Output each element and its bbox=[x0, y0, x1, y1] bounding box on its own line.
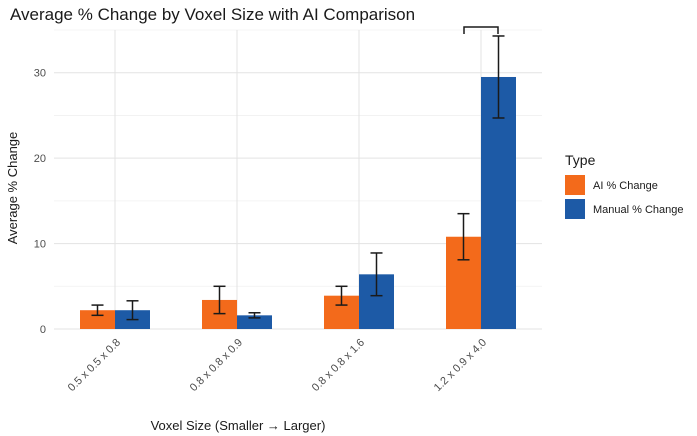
bar-manual-change bbox=[481, 76, 516, 329]
x-axis-title: Voxel Size (Smaller → Larger) bbox=[151, 418, 326, 433]
error-bar bbox=[126, 300, 139, 321]
error-bar bbox=[457, 212, 470, 261]
error-bar bbox=[492, 35, 505, 119]
legend-label: Manual % Change bbox=[593, 204, 684, 216]
legend-title: Type bbox=[565, 152, 596, 168]
annotation-layer bbox=[463, 26, 499, 34]
error-bar bbox=[335, 285, 348, 306]
legend-label: AI % Change bbox=[593, 180, 658, 192]
legend-swatch bbox=[565, 199, 585, 219]
bars bbox=[80, 76, 516, 329]
y-tick-label: 20 bbox=[34, 153, 46, 165]
significance-bracket bbox=[463, 26, 499, 34]
y-tick-label: 0 bbox=[40, 324, 46, 336]
legend-swatch bbox=[565, 175, 585, 195]
x-tick-label: 0.8 x 0.8 x 1.6 bbox=[310, 337, 367, 394]
error-bar bbox=[91, 304, 104, 317]
bar-ai-change bbox=[80, 310, 115, 329]
legend: Type AI % Change Manual % Change bbox=[565, 152, 684, 219]
error-bar bbox=[370, 252, 383, 297]
y-axis-ticks: 0 10 20 30 bbox=[34, 68, 46, 336]
error-bar bbox=[213, 285, 226, 315]
x-axis-ticks: 0.5 x 0.5 x 0.8 0.8 x 0.8 x 0.9 0.8 x 0.8 … bbox=[66, 337, 489, 394]
bar-manual-change bbox=[237, 315, 272, 329]
error-bars bbox=[91, 35, 505, 321]
x-tick-label: 0.5 x 0.5 x 0.8 bbox=[66, 337, 123, 394]
x-tick-label: 1.2 x 0.9 x 4.0 bbox=[432, 337, 489, 394]
x-tick-label: 0.8 x 0.8 x 0.9 bbox=[188, 337, 245, 394]
y-tick-label: 10 bbox=[34, 239, 46, 251]
error-bar bbox=[248, 312, 261, 319]
chart-title: Average % Change by Voxel Size with AI C… bbox=[10, 5, 415, 24]
y-axis-title: Average % Change bbox=[5, 132, 20, 245]
y-tick-label: 30 bbox=[34, 68, 46, 80]
